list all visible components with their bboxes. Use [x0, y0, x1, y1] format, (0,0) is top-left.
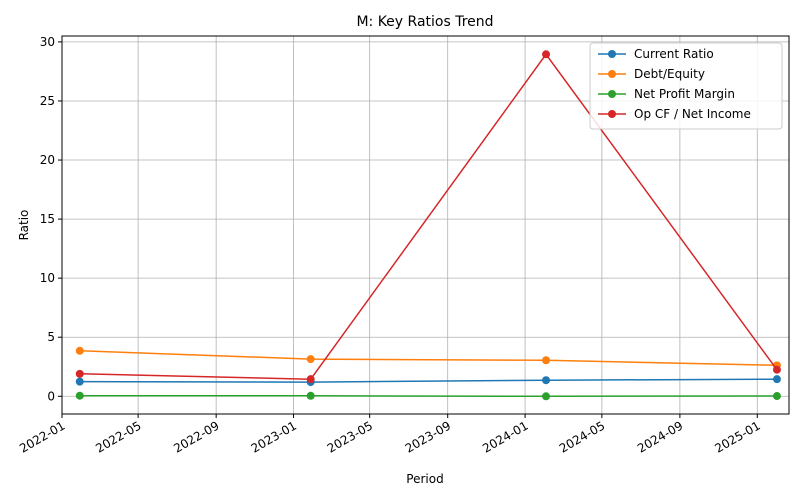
- legend-marker: [608, 70, 616, 78]
- data-point: [75, 391, 84, 400]
- series-line: [79, 378, 777, 383]
- x-tick-label: 2024-05: [557, 418, 607, 455]
- y-tick-label: 0: [47, 389, 55, 403]
- x-tick-label: 2023-01: [249, 418, 299, 455]
- data-point: [75, 369, 84, 378]
- y-tick-label: 15: [40, 212, 55, 226]
- y-tick-label: 5: [47, 330, 55, 344]
- series-line: [79, 394, 777, 398]
- data-point: [772, 392, 781, 401]
- y-tick-label: 25: [40, 94, 55, 108]
- legend-label: Net Profit Margin: [634, 87, 735, 101]
- legend: Current Ratio Debt/Equity Net Profit Margi…: [589, 42, 783, 130]
- data-point: [306, 375, 315, 384]
- plot-frame: [61, 35, 790, 415]
- data-point: [306, 355, 315, 364]
- data-point: [542, 392, 551, 401]
- data-point: [542, 356, 551, 365]
- data-point: [542, 50, 551, 59]
- legend-label: Current Ratio: [634, 47, 714, 61]
- x-tick-label: 2022-01: [17, 418, 67, 455]
- data-point: [306, 391, 315, 400]
- series-group: [75, 50, 781, 401]
- data-point: [772, 375, 781, 384]
- legend-marker: [608, 110, 616, 118]
- y-tick-label: 30: [40, 35, 55, 49]
- legend-box: [589, 42, 783, 130]
- x-tick-label: 2023-05: [325, 418, 375, 455]
- y-tick-label: 20: [40, 153, 55, 167]
- legend-label: Debt/Equity: [634, 67, 705, 81]
- legend-marker: [608, 50, 616, 58]
- x-tick-label: 2024-09: [635, 418, 685, 455]
- y-axis-title: Ratio: [17, 210, 31, 241]
- series-line: [79, 53, 778, 380]
- x-tick-label: 2023-09: [403, 418, 453, 455]
- chart-title: M: Key Ratios Trend: [356, 14, 493, 30]
- x-tick-label: 2025-01: [712, 418, 762, 455]
- legend-marker: [608, 90, 616, 98]
- x-tick-label: 2022-09: [171, 418, 221, 455]
- x-tick-label: 2024-01: [480, 418, 530, 455]
- data-point: [75, 377, 84, 386]
- y-tick-label: 10: [40, 271, 55, 285]
- series-line: [79, 350, 777, 367]
- data-point: [542, 376, 551, 385]
- x-tick-label: 2022-05: [93, 418, 143, 455]
- data-point: [75, 346, 84, 355]
- data-point: [772, 365, 781, 374]
- legend-label: Op CF / Net Income: [634, 107, 751, 121]
- x-axis-title: Period: [406, 472, 443, 486]
